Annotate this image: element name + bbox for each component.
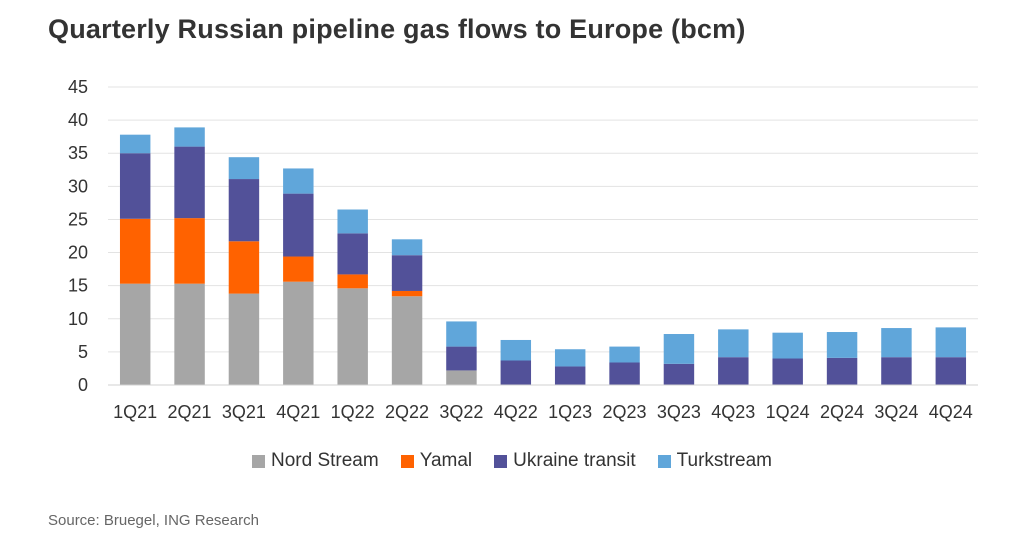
bar-segment-nord-stream-1q21 [119, 283, 151, 385]
stacked-bar-chart: 0 5 10 15 20 25 30 35 40 45 1Q21 2Q21 3Q21 4Q21 1Q22 2… [68, 77, 978, 422]
bar-segment-turkstream-3q21 [228, 157, 260, 180]
legend-swatch [251, 454, 265, 468]
bar-segment-ukraine-transit-2q24 [826, 357, 858, 385]
x-tick-label: 1Q23 [548, 402, 592, 422]
x-tick-label: 3Q21 [222, 402, 266, 422]
bar-segment-ukraine-transit-1q22 [337, 233, 368, 275]
source-note: Source: Bruegel, ING Research [48, 512, 259, 529]
chart-title: Quarterly Russian pipeline gas flows to … [48, 14, 746, 44]
bar-segment-ukraine-transit-1q23 [554, 366, 586, 385]
x-tick-label: 4Q24 [929, 402, 973, 422]
bar-segment-turkstream-3q22 [446, 321, 477, 347]
bar-segment-turkstream-2q22 [391, 239, 423, 256]
bar-segment-ukraine-transit-3q22 [446, 346, 477, 371]
bar-segment-ukraine-transit-4q21 [283, 193, 314, 257]
bar-segment-ukraine-transit-4q22 [500, 360, 532, 385]
x-tick-label: 4Q22 [494, 402, 538, 422]
legend: Nord Stream Yamal Ukraine transit Turkstrea… [0, 450, 1024, 472]
bar-segment-ukraine-transit-4q24 [935, 357, 967, 385]
bar-segment-ukraine-transit-4q23 [718, 357, 749, 385]
y-tick-label: 10 [68, 309, 88, 329]
bar-segment-ukraine-transit-2q22 [391, 255, 423, 291]
y-tick-label: 35 [68, 143, 88, 163]
y-tick-label: 5 [78, 342, 88, 362]
legend-swatch [657, 454, 671, 468]
bar-segment-turkstream-4q21 [283, 168, 314, 194]
legend-item-turkstream: Turkstream [657, 450, 773, 472]
x-tick-label: 3Q22 [439, 402, 483, 422]
bar-segment-yamal-1q22 [337, 274, 368, 289]
x-tick-label: 2Q22 [385, 402, 429, 422]
bar-segment-turkstream-1q22 [337, 209, 368, 234]
bar-segment-yamal-3q21 [228, 241, 260, 294]
bar-segment-nord-stream-3q21 [228, 293, 260, 385]
x-tick-label: 1Q21 [113, 402, 157, 422]
legend-label: Turkstream [676, 450, 773, 471]
bar-segment-turkstream-4q23 [718, 329, 749, 358]
x-tick-label: 1Q24 [766, 402, 810, 422]
x-tick-label: 4Q21 [276, 402, 320, 422]
bar-segment-nord-stream-2q22 [391, 296, 423, 385]
x-tick-label: 2Q23 [603, 402, 647, 422]
legend-item-ukraine-transit: Ukraine transit [494, 450, 636, 472]
bar-segment-yamal-4q21 [283, 256, 314, 282]
x-tick-label: 3Q23 [657, 402, 701, 422]
legend-label: Nord Stream [270, 450, 379, 471]
y-tick-label: 0 [78, 375, 88, 395]
legend-item-nord-stream: Nord Stream [251, 450, 379, 472]
bars [119, 127, 967, 385]
bar-segment-turkstream-1q23 [554, 349, 586, 367]
bar-segment-ukraine-transit-1q24 [772, 358, 803, 385]
bar-segment-nord-stream-4q21 [283, 281, 314, 385]
y-tick-label: 40 [68, 110, 88, 130]
bar-segment-yamal-1q21 [119, 218, 151, 284]
legend-swatch [400, 454, 414, 468]
bar-segment-ukraine-transit-2q21 [174, 146, 205, 219]
bar-segment-turkstream-2q21 [174, 127, 205, 147]
bar-segment-ukraine-transit-3q23 [663, 363, 695, 385]
bar-segment-nord-stream-1q22 [337, 288, 368, 385]
legend-swatch [494, 454, 508, 468]
bar-segment-nord-stream-3q22 [446, 370, 477, 385]
bar-segment-nord-stream-2q21 [174, 283, 205, 385]
x-tick-label: 2Q24 [820, 402, 864, 422]
y-tick-label: 45 [68, 77, 88, 97]
bar-segment-ukraine-transit-3q21 [228, 179, 260, 242]
bar-segment-yamal-2q22 [391, 290, 423, 297]
bar-segment-turkstream-4q24 [935, 327, 967, 358]
x-tick-label: 4Q23 [711, 402, 755, 422]
y-axis-ticks: 0 5 10 15 20 25 30 35 40 45 [68, 77, 88, 395]
y-tick-label: 30 [68, 176, 88, 196]
bar-segment-turkstream-4q22 [500, 339, 532, 361]
y-tick-label: 25 [68, 209, 88, 229]
bar-segment-turkstream-2q23 [609, 346, 640, 363]
legend-item-yamal: Yamal [400, 450, 473, 472]
y-tick-label: 20 [68, 243, 88, 263]
bar-segment-turkstream-2q24 [826, 332, 858, 358]
x-tick-label: 3Q24 [874, 402, 918, 422]
bar-segment-turkstream-1q24 [772, 332, 803, 359]
bar-segment-ukraine-transit-1q21 [119, 153, 151, 219]
bar-segment-ukraine-transit-2q23 [609, 362, 640, 385]
bar-segment-turkstream-3q24 [881, 328, 912, 358]
y-tick-label: 15 [68, 276, 88, 296]
bar-segment-yamal-2q21 [174, 218, 205, 284]
legend-label: Ukraine transit [513, 450, 636, 471]
x-axis-ticks: 1Q21 2Q21 3Q21 4Q21 1Q22 2Q22 3Q22 4Q22 1Q23 2Q23… [113, 402, 973, 422]
x-tick-label: 2Q21 [168, 402, 212, 422]
bar-segment-turkstream-3q23 [663, 334, 695, 364]
legend-label: Yamal [419, 450, 473, 471]
bar-segment-ukraine-transit-3q24 [881, 357, 912, 385]
x-tick-label: 1Q22 [331, 402, 375, 422]
bar-segment-turkstream-1q21 [119, 134, 151, 154]
